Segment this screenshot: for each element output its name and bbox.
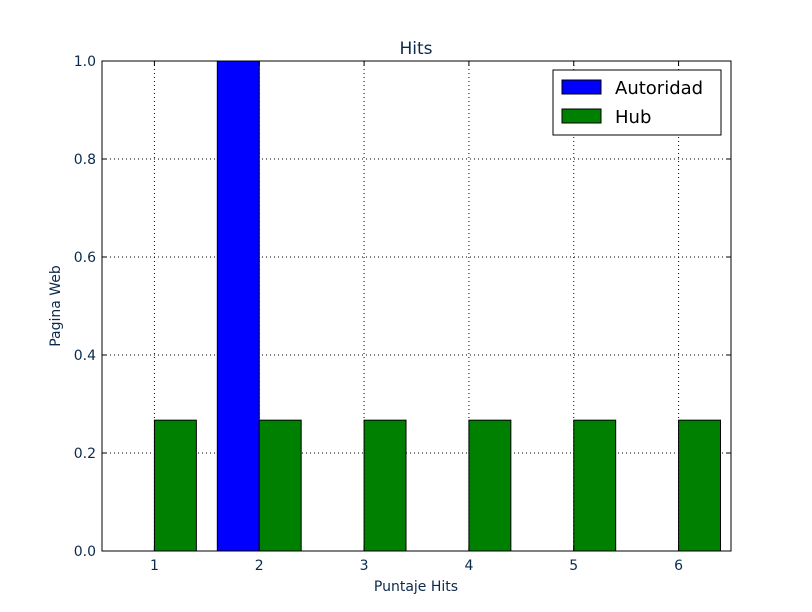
x-axis-label: Puntaje Hits bbox=[374, 579, 458, 595]
x-tick-label: 1 bbox=[150, 558, 159, 574]
bar-hub-6 bbox=[678, 419, 722, 552]
legend-swatch-autoridad bbox=[561, 79, 602, 95]
bar-hub-2 bbox=[258, 419, 302, 552]
y-tick-label: 0.0 bbox=[74, 544, 96, 560]
x-tick-label: 2 bbox=[255, 558, 264, 574]
legend-label-autoridad: Autoridad bbox=[615, 78, 703, 99]
bar-hub-1 bbox=[153, 419, 197, 552]
y-tick-label: 0.6 bbox=[74, 250, 96, 266]
x-tick-label: 4 bbox=[464, 558, 473, 574]
y-tick-label: 0.8 bbox=[74, 152, 96, 168]
legend-box bbox=[552, 69, 722, 136]
bars bbox=[153, 60, 722, 552]
legend: Autoridad Hub bbox=[552, 69, 722, 136]
x-tick-label: 6 bbox=[674, 558, 683, 574]
bar-hub-5 bbox=[573, 419, 617, 552]
legend-label-hub: Hub bbox=[615, 107, 651, 128]
x-tick-label: 5 bbox=[569, 558, 578, 574]
plot-area bbox=[102, 61, 731, 551]
bar-hub-4 bbox=[468, 419, 512, 552]
y-tick-label: 0.4 bbox=[74, 348, 96, 364]
bar-hub-3 bbox=[363, 419, 407, 552]
y-axis-label: Pagina Web bbox=[48, 265, 64, 347]
y-tick-label: 1.0 bbox=[74, 54, 96, 70]
y-tick-label: 0.2 bbox=[74, 446, 96, 462]
x-tick-label: 3 bbox=[360, 558, 369, 574]
bar-autoridad-2 bbox=[216, 60, 260, 552]
chart-title: Hits bbox=[399, 39, 432, 59]
legend-swatch-hub bbox=[561, 108, 602, 124]
plot-frame bbox=[101, 60, 732, 552]
ticks: 0.0 0.2 0.4 0.6 0.8 1.0 1 2 3 4 5 6 bbox=[74, 54, 731, 574]
